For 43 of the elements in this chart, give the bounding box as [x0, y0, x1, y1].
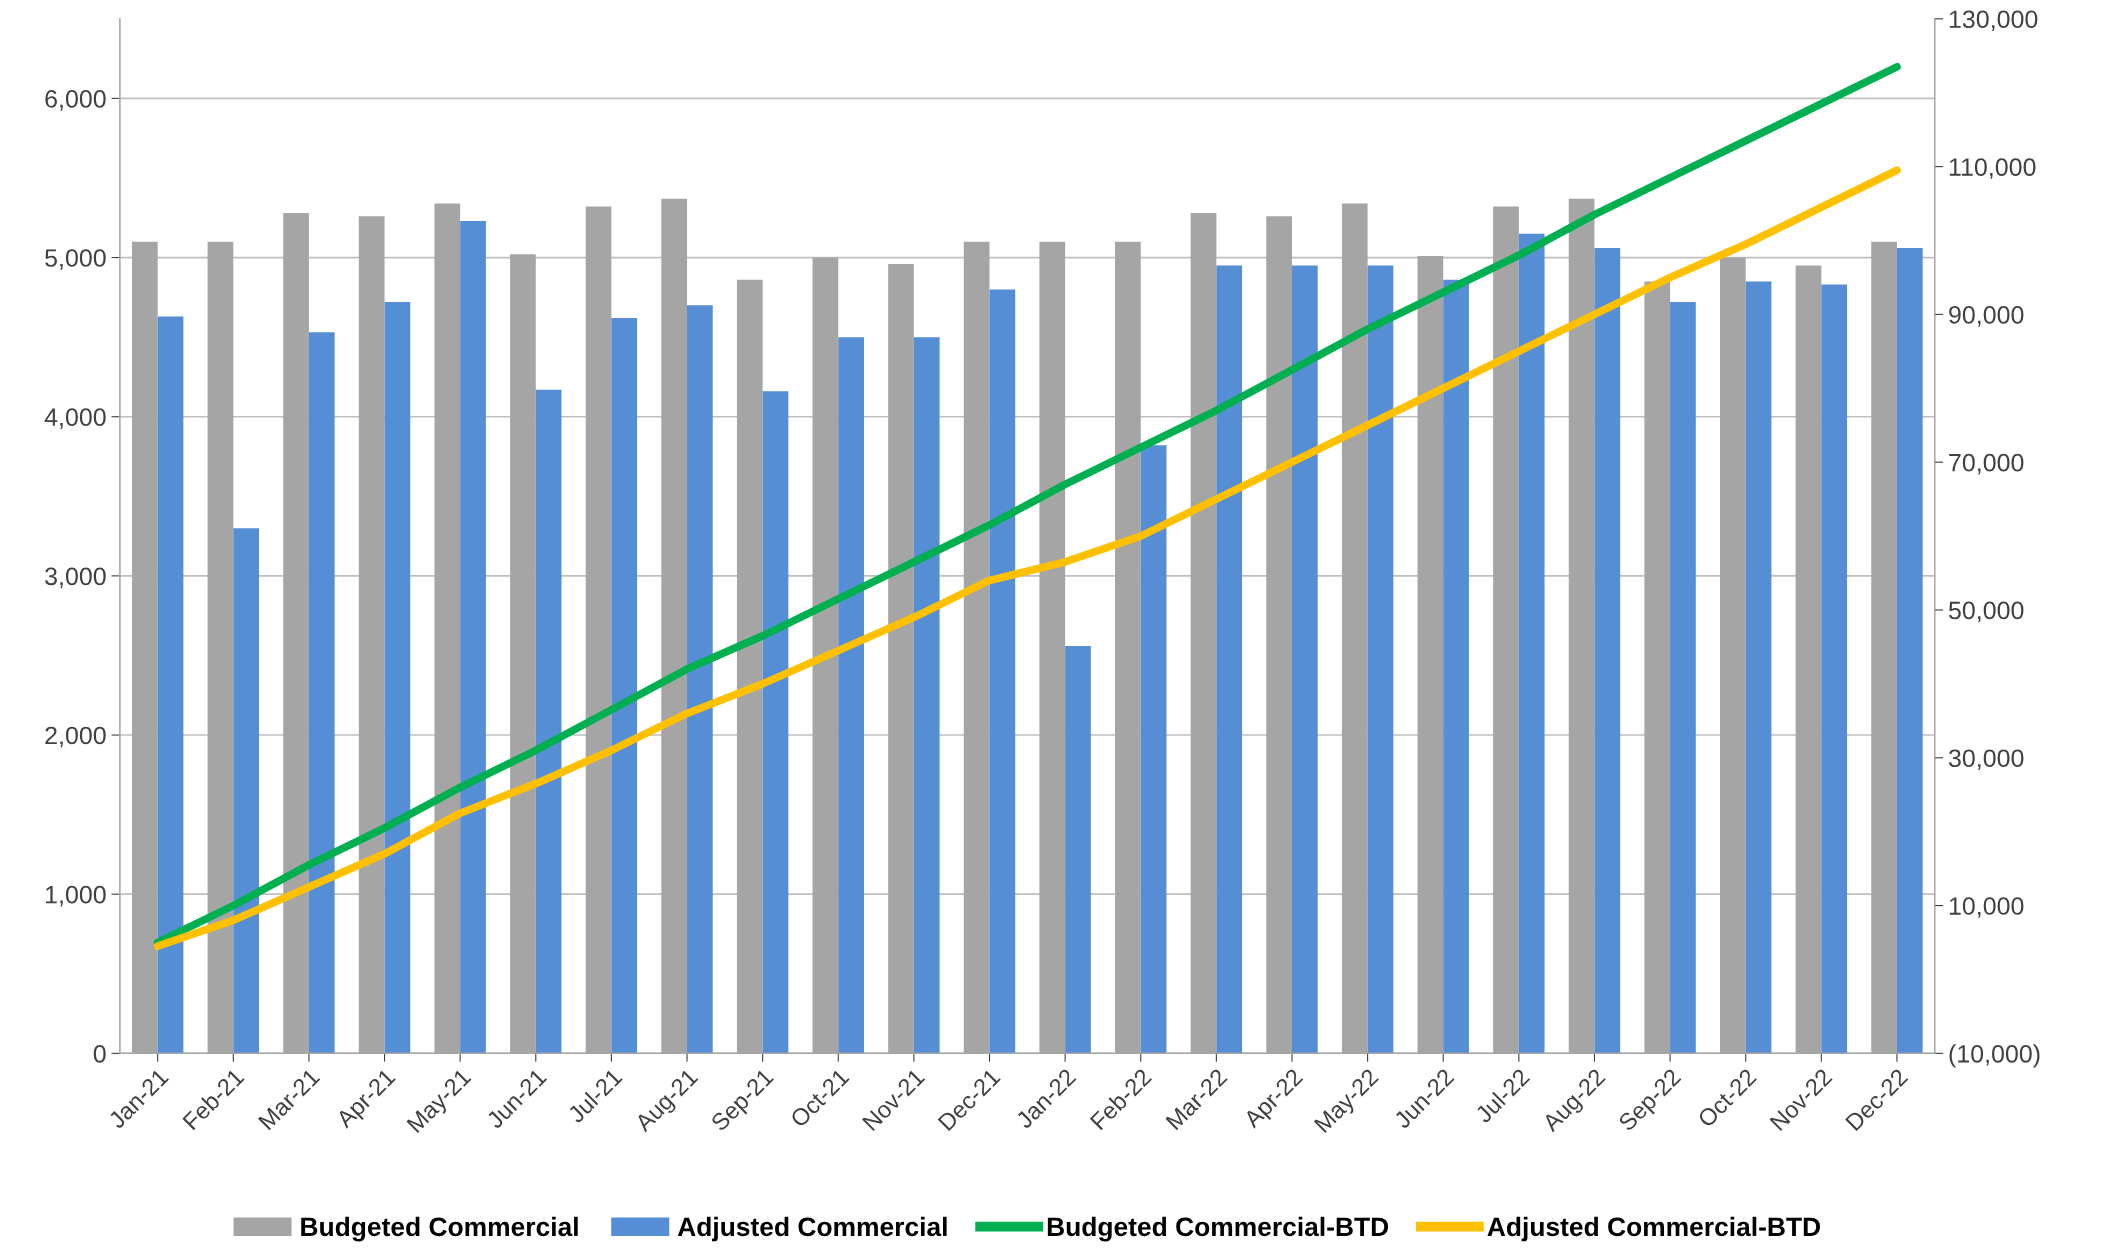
- bar: [1896, 248, 1923, 1054]
- y-tick-label: 2,000: [45, 726, 106, 748]
- bar: [1821, 284, 1848, 1054]
- bar: [762, 391, 789, 1054]
- y-tick-label: 6,000: [45, 89, 106, 111]
- bar: [1216, 265, 1243, 1054]
- y2-tick-label: 90,000: [1949, 306, 2024, 327]
- y-tick-label: 4,000: [44, 408, 106, 429]
- y2-tick-label: 10,000: [1949, 897, 2024, 918]
- bar: [157, 316, 184, 1054]
- y2-tick-label: 130,000: [1949, 10, 2038, 32]
- bar: [535, 389, 562, 1054]
- bar: [1670, 302, 1696, 1054]
- legend-label: Adjusted Commercial: [677, 1216, 947, 1242]
- bar: [1367, 265, 1394, 1054]
- y-tick-label: 3,000: [45, 567, 106, 589]
- bar: [384, 302, 411, 1054]
- bar: [687, 305, 713, 1054]
- y-tick-label: 5,000: [45, 249, 106, 270]
- y-tick-label: 1,000: [46, 885, 106, 907]
- bar: [913, 337, 940, 1054]
- y2-tick-label: 30,000: [1948, 749, 2024, 771]
- bar: [1291, 265, 1318, 1054]
- legend-label: Adjusted Commercial-BTD: [1487, 1216, 1821, 1242]
- bar: [989, 289, 1016, 1054]
- y2-tick-label: (10,000): [1949, 1044, 2040, 1068]
- legend-label: Budgeted Commercial-BTD: [1047, 1216, 1389, 1242]
- bar: [460, 220, 486, 1054]
- y2-tick-label: 70,000: [1949, 453, 2024, 475]
- bar: [1745, 281, 1772, 1054]
- bar: [1594, 248, 1621, 1054]
- bar: [1065, 645, 1091, 1054]
- bar: [233, 528, 260, 1054]
- bar: [1443, 279, 1469, 1054]
- bar: [308, 332, 335, 1054]
- bar: [838, 337, 864, 1054]
- y2-tick-label: 50,000: [1948, 601, 2024, 623]
- y-tick-label: 0: [93, 1044, 106, 1063]
- bar: [1518, 233, 1545, 1054]
- y2-tick-label: 110,000: [1949, 158, 2036, 179]
- legend-label: Budgeted Commercial: [301, 1216, 578, 1242]
- bar: [1140, 445, 1167, 1054]
- bar: [611, 318, 638, 1054]
